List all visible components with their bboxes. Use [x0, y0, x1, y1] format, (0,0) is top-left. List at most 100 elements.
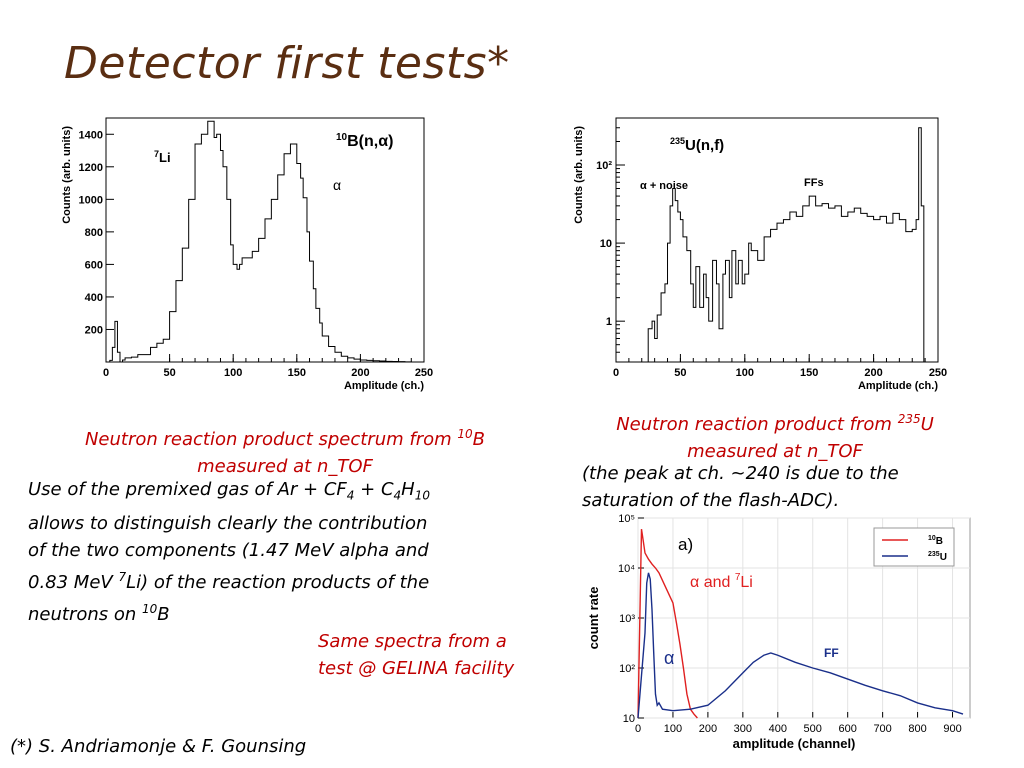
chart-u235: 0 50 100 150 200 250 1 10 10² Amplitude (ch.) Coun…	[573, 117, 947, 392]
x-tick-label: 600	[839, 723, 857, 735]
chart-title: 235U(n,f)	[670, 136, 724, 154]
series-line	[106, 120, 424, 363]
footnote: (*) S. Andriamonje & F. Gounsing	[10, 736, 307, 757]
x-tick-label: 500	[804, 723, 822, 735]
x-tick-label: 900	[943, 723, 961, 735]
annotation-alpha: α	[664, 648, 674, 668]
chart-title-sup: 10	[336, 132, 348, 143]
caption-u235-title-b: U	[920, 414, 934, 435]
chart-title-sup: 235	[670, 136, 685, 146]
legend-label-text: B	[936, 536, 943, 547]
annotation-text: α and	[690, 574, 735, 591]
x-tick-label: 150	[800, 367, 818, 379]
y-tick-label: 10⁴	[618, 563, 635, 575]
x-tick-label: 200	[864, 367, 882, 379]
y-tick-label: 10	[623, 713, 635, 725]
gas-sub-1: 4	[346, 488, 355, 503]
x-tick-label: 0	[635, 723, 641, 735]
caption-b10-title: Neutron reaction product spectrum from 1…	[20, 421, 550, 480]
legend-box	[873, 527, 955, 567]
caption-b10-title-b: B	[472, 429, 486, 450]
x-tick-label: 200	[699, 723, 717, 735]
caption-b10-sup: 10	[457, 427, 473, 441]
x-tick-label: 400	[769, 723, 787, 735]
caption-gas-description: Use of the premixed gas of Ar + CF4 + C4…	[28, 476, 548, 628]
x-tick-label: 200	[351, 367, 369, 379]
plot-frame	[105, 117, 425, 363]
y-tick-label: 800	[85, 227, 103, 239]
page-title: Detector first tests*	[64, 38, 510, 89]
caption-u235-title: Neutron reaction product from 235U measu…	[575, 406, 975, 465]
chart-gelina: 0 100 200 300 400 500 600 700 800 900 10 10² 10³ 10⁴ 1…	[586, 513, 971, 751]
gas-line-3: of the two components (1.47 MeV alpha an…	[28, 539, 429, 561]
legend-label-text: U	[940, 552, 947, 563]
annotation-li7-sup: 7	[154, 149, 159, 159]
annotation-ffs: FFs	[804, 177, 824, 189]
x-tick-label: 150	[288, 367, 306, 379]
caption-gelina: Same spectra from a test @ GELINA facili…	[318, 628, 588, 682]
u235-note-line-2: saturation of the flash-ADC).	[582, 490, 840, 511]
x-tick-label: 50	[163, 367, 175, 379]
x-tick-label: 100	[664, 723, 682, 735]
annotation-li7: 7Li	[154, 149, 171, 165]
u235-note-line-1: (the peak at ch. ~240 is due to the	[582, 463, 899, 484]
caption-u235-sup: 235	[897, 412, 921, 426]
y-tick-label: 10²	[596, 160, 612, 172]
series-line-0	[637, 528, 698, 719]
x-tick-label: 800	[908, 723, 926, 735]
series-line-1	[637, 572, 964, 719]
caption-u235-subtitle: measured at n_TOF	[687, 441, 863, 462]
chart-title: 10B(n,α)	[336, 132, 393, 150]
gas-text-2: + C	[354, 479, 394, 500]
annotation-alpha: α	[333, 177, 341, 193]
gas-line-2: allows to distinguish clearly the contri…	[28, 512, 428, 534]
gelina-line-1: Same spectra from a	[318, 631, 507, 652]
x-axis-label: amplitude (channel)	[733, 736, 856, 751]
caption-u235-note: (the peak at ch. ~240 is due to the satu…	[582, 460, 982, 514]
legend-label-sup: 10	[928, 535, 936, 542]
series-line	[644, 127, 927, 363]
x-tick-label: 250	[415, 367, 433, 379]
y-tick-label: 10⁵	[618, 513, 635, 525]
caption-b10-subtitle: measured at n_TOF	[197, 456, 373, 477]
gas-text-1: Use of the premixed gas of Ar + CF	[28, 479, 347, 500]
gas-line-4-sup: 7	[118, 569, 127, 584]
y-tick-label: 600	[85, 259, 103, 271]
annotation-sup: 7	[735, 572, 741, 583]
x-tick-label: 250	[929, 367, 947, 379]
gas-line-5a: neutrons on	[28, 603, 143, 625]
legend-label-sup: 235	[928, 551, 940, 558]
chart-title-text: U(n,f)	[685, 137, 724, 154]
gas-line-5b: B	[157, 603, 170, 625]
y-axis-label: Counts (arb. units)	[61, 126, 73, 224]
y-tick-label: 1400	[79, 129, 103, 141]
x-tick-label: 300	[734, 723, 752, 735]
gas-line-4a: 0.83 MeV	[28, 571, 119, 593]
y-tick-label: 1	[606, 316, 612, 328]
x-tick-label: 50	[674, 367, 686, 379]
x-tick-label: 100	[224, 367, 242, 379]
y-tick-label: 1200	[79, 162, 103, 174]
caption-u235-title-a: Neutron reaction product from	[616, 414, 898, 435]
y-tick-label: 10	[600, 238, 612, 250]
y-axis-label: count rate	[586, 587, 601, 650]
chart-title-text: B(n,α)	[347, 133, 393, 150]
annotation-ff: FF	[824, 646, 839, 660]
annotation-li7-text: Li	[159, 150, 171, 165]
annotation-alpha-li7: α and 7Li	[690, 572, 753, 591]
panel-label: a)	[678, 535, 693, 554]
x-axis-label: Amplitude (ch.)	[344, 380, 424, 392]
y-tick-label: 200	[85, 324, 103, 336]
plot-frame	[615, 117, 939, 363]
y-tick-label: 1000	[79, 194, 103, 206]
gas-sub-3: 10	[414, 488, 430, 503]
gas-line-4b: Li) of the reaction products of the	[126, 571, 430, 593]
x-tick-label: 0	[103, 367, 109, 379]
x-tick-label: 700	[873, 723, 891, 735]
y-axis-label: Counts (arb. units)	[573, 126, 585, 224]
y-tick-label: 400	[85, 292, 103, 304]
x-tick-label: 0	[613, 367, 619, 379]
legend-label-1: 235U	[928, 551, 947, 563]
gas-text-3: H	[401, 479, 415, 500]
gas-line-5-sup: 10	[142, 601, 158, 616]
